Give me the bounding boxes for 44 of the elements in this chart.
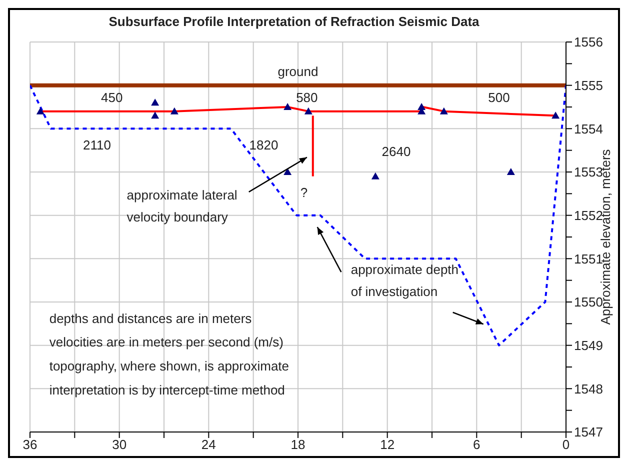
point xyxy=(284,103,292,110)
point xyxy=(304,107,312,114)
y-tick-label: 1555 xyxy=(574,78,603,93)
y-tick-label: 1550 xyxy=(574,294,603,310)
y-tick-label: 1554 xyxy=(574,121,603,136)
y-tick-label: 1551 xyxy=(574,251,603,266)
annotation: ground xyxy=(278,64,318,79)
annotation: depths and distances are in meters xyxy=(49,310,252,326)
x-tick-label: 12 xyxy=(380,437,395,452)
point xyxy=(151,98,160,106)
y-tick-label: 1552 xyxy=(574,208,603,223)
x-tick-label: 36 xyxy=(22,437,38,452)
annotation: approximate depth of investigation xyxy=(350,262,459,299)
point xyxy=(418,103,426,110)
chart-title: Subsurface Profile Interpretation of Refraction Seismic Data xyxy=(108,14,480,29)
x-tick-label: 24 xyxy=(201,437,216,452)
x-tick-label: 30 xyxy=(112,437,127,452)
point xyxy=(552,112,560,119)
annotation: topography, where shown, is approximate xyxy=(49,358,290,374)
point xyxy=(506,168,515,175)
x-tick-label: 18 xyxy=(290,437,306,452)
annotation: ? xyxy=(300,185,308,200)
y-tick-label: 1549 xyxy=(574,338,603,353)
annotation: 1820 xyxy=(249,137,278,152)
annotation: approximate lateral velocity boundary xyxy=(126,187,238,224)
point xyxy=(371,172,380,180)
annotation: 450 xyxy=(101,90,123,105)
annotation: 580 xyxy=(296,90,318,105)
y-tick-label: 1553 xyxy=(574,164,603,180)
point xyxy=(440,107,448,114)
x-tick-label: 0 xyxy=(562,437,570,452)
annotation: interpretation is by intercept-time method xyxy=(49,382,285,398)
point xyxy=(36,107,44,114)
x-tick-label: 6 xyxy=(473,437,480,452)
point xyxy=(151,112,160,119)
point xyxy=(284,168,292,175)
y-tick-label: 1547 xyxy=(574,424,603,440)
annotation: velocities are in meters per second (m/s) xyxy=(49,334,284,350)
annotation: 500 xyxy=(488,90,510,105)
y-tick-label: 1556 xyxy=(574,34,603,50)
annotation: 2640 xyxy=(382,144,411,159)
annotation: 2110 xyxy=(83,137,111,152)
point xyxy=(170,107,178,114)
y-tick-label: 1548 xyxy=(574,381,603,396)
